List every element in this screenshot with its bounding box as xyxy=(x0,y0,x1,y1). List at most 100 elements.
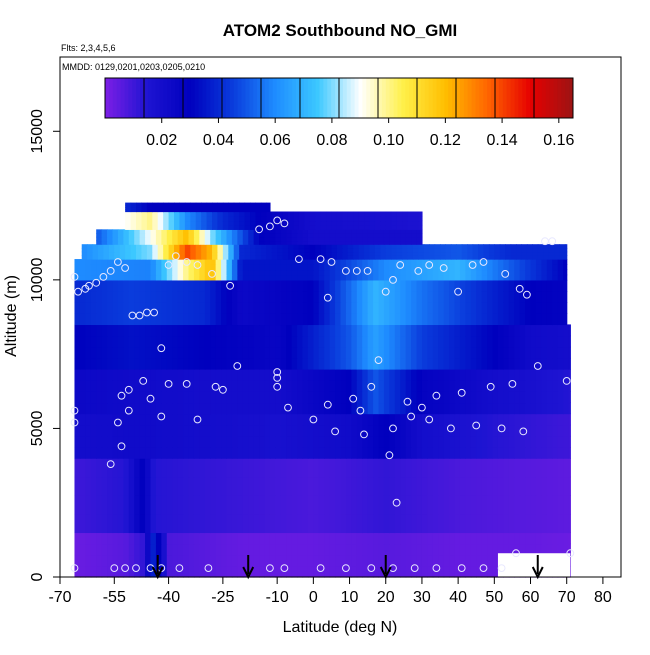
heatmap-cell xyxy=(541,402,548,415)
heatmap-cell xyxy=(383,543,390,556)
heatmap-cell xyxy=(168,224,175,230)
heatmap-cell xyxy=(193,476,200,496)
heatmap-cell xyxy=(380,251,387,256)
heatmap-cell xyxy=(145,302,152,314)
heatmap-cell xyxy=(128,274,135,281)
heatmap-cell xyxy=(318,233,325,238)
heatmap-cell xyxy=(130,211,137,217)
heatmap-cell xyxy=(152,202,159,206)
heatmap-cell xyxy=(465,313,472,326)
heatmap-cell xyxy=(74,495,81,515)
heatmap-cell xyxy=(383,279,390,292)
heatmap-cell xyxy=(369,215,376,222)
colorbar-cell xyxy=(432,78,437,118)
observation-point xyxy=(468,261,477,269)
heatmap-cell xyxy=(172,233,179,238)
heatmap-cell xyxy=(391,247,398,253)
heatmap-cell xyxy=(79,391,86,404)
heatmap-cell xyxy=(112,259,119,265)
heatmap-cell xyxy=(373,413,380,426)
heatmap-cell xyxy=(297,391,304,404)
heatmap-cell xyxy=(421,532,428,545)
heatmap-cell xyxy=(383,513,390,534)
heatmap-cell xyxy=(358,244,365,249)
heatmap-cell xyxy=(277,211,284,217)
heatmap-cell xyxy=(362,313,369,326)
heatmap-cell xyxy=(297,554,304,567)
heatmap-cell xyxy=(530,264,537,271)
heatmap-cell xyxy=(152,211,159,217)
heatmap-cell xyxy=(74,532,81,545)
heatmap-cell xyxy=(302,476,309,496)
heatmap-cell xyxy=(231,324,238,337)
heatmap-cell xyxy=(79,291,86,303)
heatmap-cell xyxy=(210,424,217,437)
heatmap-cell xyxy=(130,209,137,213)
heatmap-cell xyxy=(443,476,450,496)
colorbar-cell xyxy=(487,78,492,118)
observation-point xyxy=(410,564,419,572)
heatmap-cell xyxy=(79,543,86,556)
heatmap-cell xyxy=(157,220,164,226)
heatmap-cell xyxy=(199,233,206,238)
heatmap-cell xyxy=(168,209,175,213)
heatmap-cell xyxy=(259,391,266,404)
heatmap-cell xyxy=(535,447,542,459)
heatmap-cell xyxy=(117,369,124,381)
heatmap-cell xyxy=(302,565,309,578)
heatmap-cell xyxy=(150,380,157,392)
heatmap-cell xyxy=(193,240,200,245)
heatmap-cell xyxy=(280,543,287,556)
heatmap-cell xyxy=(335,274,342,281)
heatmap-cell xyxy=(275,335,282,348)
heatmap-cell xyxy=(222,251,229,256)
heatmap-cell xyxy=(74,380,81,392)
heatmap-cell xyxy=(416,335,423,348)
heatmap-cell xyxy=(79,402,86,415)
heatmap-cell xyxy=(421,391,428,404)
dates-note: MMDD: 0129,0201,0203,0205,0210 xyxy=(62,62,205,72)
heatmap-cell xyxy=(195,220,202,226)
heatmap-cell xyxy=(364,215,371,222)
heatmap-cell xyxy=(307,264,314,271)
colorbar-cell xyxy=(311,78,317,118)
heatmap-cell xyxy=(260,207,267,210)
heatmap-cell xyxy=(459,435,466,448)
heatmap-cell xyxy=(335,313,342,326)
heatmap-cell xyxy=(172,229,179,234)
heatmap-cell xyxy=(378,259,385,265)
heatmap-cell xyxy=(487,554,494,567)
heatmap-cell xyxy=(217,202,224,206)
heatmap-cell xyxy=(307,274,314,281)
heatmap-cell xyxy=(358,215,365,222)
heatmap-cell xyxy=(90,269,97,276)
heatmap-cell xyxy=(193,264,200,271)
heatmap-cell xyxy=(427,565,434,578)
colorbar-cell xyxy=(358,78,363,118)
heatmap-cell xyxy=(259,565,266,578)
observation-point xyxy=(164,380,173,388)
heatmap-cell xyxy=(402,244,409,249)
heatmap-cell xyxy=(242,274,249,281)
heatmap-cell xyxy=(530,259,537,265)
heatmap-cell xyxy=(530,543,537,556)
heatmap-cell xyxy=(535,335,542,348)
heatmap-cell xyxy=(432,495,439,515)
heatmap-cell xyxy=(166,236,173,242)
heatmap-cell xyxy=(112,369,119,381)
heatmap-cell xyxy=(508,302,515,314)
colorbar-cell xyxy=(280,78,285,118)
heatmap-cell xyxy=(383,565,390,578)
colorbar-cell xyxy=(557,78,562,118)
heatmap-cell xyxy=(432,313,439,326)
heatmap-cell xyxy=(340,346,347,359)
heatmap-cell xyxy=(112,279,119,292)
heatmap-cell xyxy=(250,247,257,253)
heatmap-cell xyxy=(467,255,474,260)
heatmap-cell xyxy=(525,279,532,292)
heatmap-cell xyxy=(101,532,108,545)
heatmap-cell xyxy=(195,204,202,208)
heatmap-cell xyxy=(557,357,564,370)
heatmap-cell xyxy=(331,255,338,260)
heatmap-cell xyxy=(438,274,445,281)
